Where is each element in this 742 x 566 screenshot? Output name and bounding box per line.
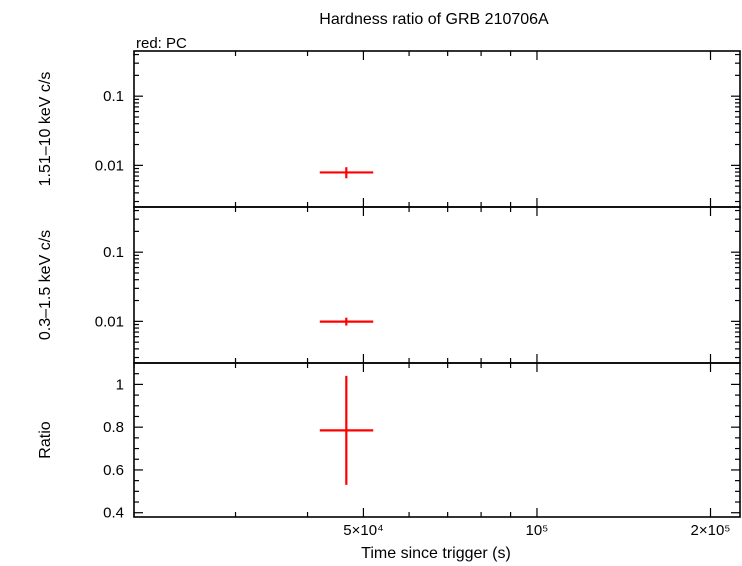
y-tick-label: 0.1	[103, 88, 124, 105]
y-tick-label: 0.01	[95, 313, 124, 330]
panel-3-frame	[133, 362, 741, 518]
y-axis-label-panel-1: 1.51–10 keV c/s	[37, 72, 54, 187]
x-tick-label: 2×10⁵	[691, 522, 731, 539]
y-tick-label: 0.6	[103, 462, 124, 479]
y-tick-label: 0.01	[95, 157, 124, 174]
x-axis-label: Time since trigger (s)	[361, 545, 511, 562]
y-axis-label-panel-3: Ratio	[37, 421, 54, 458]
panel-1-frame	[133, 50, 741, 208]
chart-subtitle: red: PC	[136, 35, 187, 52]
y-tick-label: 1	[116, 376, 124, 393]
y-tick-label: 0.4	[103, 505, 124, 522]
x-tick-label: 10⁵	[526, 522, 549, 539]
panel-2-frame	[133, 206, 741, 364]
x-tick-label: 5×10⁴	[343, 522, 383, 539]
y-tick-label: 0.1	[103, 244, 124, 261]
y-axis-label-panel-2: 0.3–1.5 keV c/s	[37, 230, 54, 340]
y-tick-label: 0.8	[103, 419, 124, 436]
chart-title: Hardness ratio of GRB 210706A	[319, 11, 549, 28]
panels-group: 0.01 0.1 1.51–10 keV c/s 0.01 0.1 0.3–1.5 keV…	[37, 50, 741, 539]
